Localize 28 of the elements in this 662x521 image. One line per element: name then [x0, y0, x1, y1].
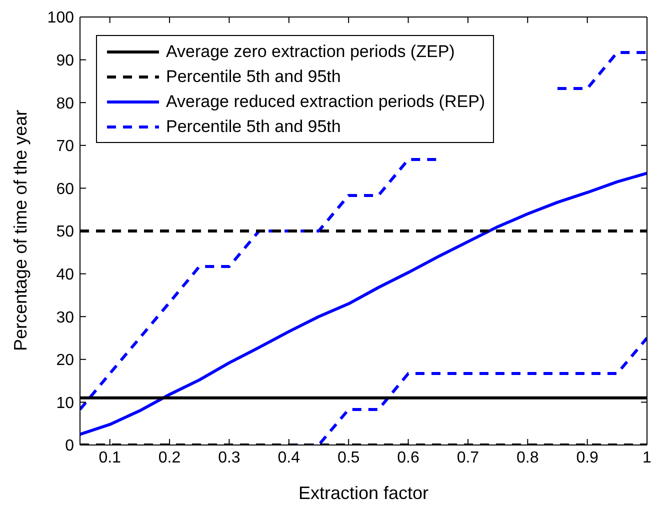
- x-tick-label: 0.7: [456, 449, 480, 466]
- line-series: [80, 172, 647, 436]
- legend-label: Percentile 5th and 95th: [166, 66, 341, 86]
- y-tick-label: 40: [56, 266, 74, 284]
- y-tick-label: 60: [56, 180, 74, 198]
- y-tick-label: 0: [65, 438, 74, 455]
- x-tick-label: 0.1: [98, 449, 122, 466]
- x-tick-label: 0.6: [397, 449, 420, 466]
- y-tick-label: 100: [47, 10, 74, 27]
- y-tick-label: 90: [56, 52, 74, 70]
- y-tick-label: 30: [56, 309, 74, 326]
- y-tick-label: 20: [56, 352, 74, 370]
- x-tick-label: 0.8: [516, 449, 539, 466]
- legend-label: Average zero extraction periods (ZEP): [166, 42, 455, 62]
- y-tick-label: 10: [56, 394, 74, 412]
- y-tick-label: 70: [56, 138, 74, 156]
- x-tick-label: 0.4: [278, 449, 300, 466]
- y-axis-title: Percentage of time of the year: [10, 110, 30, 351]
- x-tick-label: 1: [642, 449, 652, 466]
- x-axis-title: Extraction factor: [298, 483, 429, 503]
- x-tick-label: 0.3: [218, 449, 240, 466]
- legend-label: Average reduced extraction periods (REP): [166, 92, 486, 112]
- y-tick-label: 50: [56, 224, 74, 241]
- x-tick-label: 0.5: [337, 449, 360, 466]
- legend-label: Percentile 5th and 95th: [166, 116, 341, 136]
- x-tick-label: 0.2: [158, 449, 181, 466]
- x-tick-label: 0.9: [576, 449, 599, 466]
- y-tick-label: 80: [56, 95, 74, 112]
